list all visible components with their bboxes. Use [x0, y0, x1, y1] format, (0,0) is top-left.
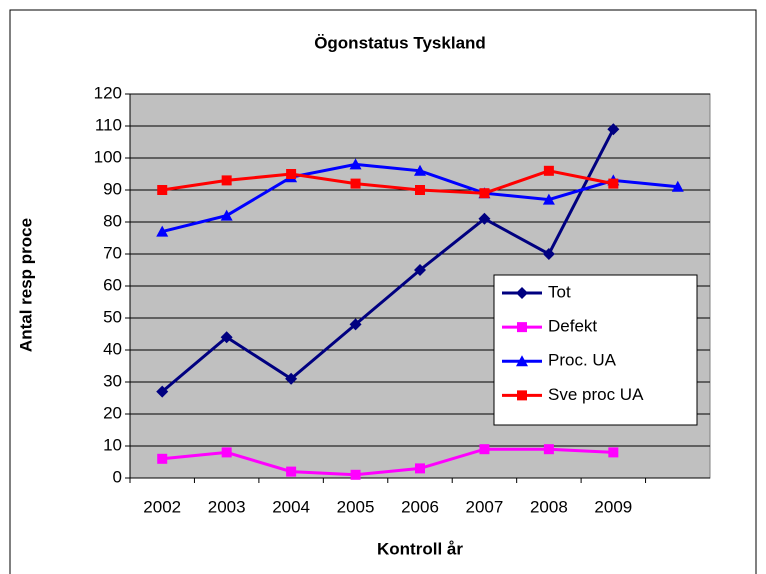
marker: [286, 466, 297, 477]
marker: [479, 444, 490, 455]
marker: [543, 165, 554, 176]
marker: [415, 185, 425, 195]
y-tick-label: 100: [94, 147, 122, 166]
marker: [671, 180, 684, 192]
x-tick-label: 2007: [466, 497, 504, 516]
y-tick-label: 50: [103, 307, 122, 326]
marker: [349, 158, 362, 170]
marker: [516, 287, 528, 299]
y-tick-label: 110: [95, 115, 122, 134]
x-tick-label: 2005: [337, 497, 375, 516]
marker: [517, 390, 527, 401]
y-tick-label: 60: [103, 275, 122, 294]
marker: [478, 212, 491, 225]
marker: [286, 169, 297, 179]
marker: [414, 164, 426, 176]
y-tick-label: 10: [103, 435, 122, 454]
x-axis-title: Kontroll år: [377, 539, 463, 558]
series-line: [161, 128, 615, 393]
x-tick-label: 2004: [272, 497, 310, 516]
x-tick-label: 2008: [530, 497, 568, 516]
marker: [157, 453, 168, 464]
marker: [350, 469, 361, 480]
marker: [517, 322, 527, 333]
marker: [414, 264, 426, 276]
y-tick-label: 120: [94, 83, 122, 102]
y-tick-label: 90: [103, 179, 122, 198]
y-tick-label: 0: [113, 467, 122, 486]
series-line: [162, 169, 614, 195]
marker: [608, 447, 619, 458]
marker: [542, 193, 555, 205]
y-tick-label: 30: [103, 371, 122, 390]
x-tick-label: 2009: [594, 497, 632, 516]
x-tick-label: 2003: [208, 497, 246, 516]
marker: [543, 444, 554, 455]
marker: [157, 185, 168, 195]
y-tick-label: 80: [103, 211, 122, 230]
marker: [220, 209, 233, 221]
marker: [156, 385, 169, 398]
y-tick-label: 40: [103, 339, 122, 358]
x-tick-label: 2006: [401, 497, 439, 516]
marker: [516, 355, 528, 367]
marker: [349, 318, 362, 331]
marker: [607, 123, 620, 136]
y-axis-title: Antal resp proce: [16, 218, 35, 352]
x-tick-label: 2002: [143, 497, 181, 516]
legend-label: Defekt: [548, 317, 597, 336]
marker: [221, 175, 232, 186]
series-line: [162, 447, 614, 477]
marker: [350, 178, 361, 189]
legend: Tot Defekt Proc. UA Sve proc UA: [493, 274, 698, 426]
marker: [221, 447, 232, 458]
marker: [415, 463, 425, 474]
legend-label: Tot: [548, 282, 571, 301]
marker: [542, 248, 555, 260]
chart-title: Ögonstatus Tyskland: [314, 33, 486, 52]
marker: [285, 372, 298, 385]
y-tick-label: 70: [103, 243, 122, 262]
legend-label: Sve proc UA: [548, 385, 644, 404]
legend-box: [493, 274, 698, 426]
marker: [220, 331, 233, 344]
marker: [479, 188, 490, 199]
marker: [608, 178, 619, 189]
legend-label: Proc. UA: [548, 351, 617, 370]
marker: [156, 225, 169, 237]
y-tick-label: 20: [103, 403, 122, 422]
